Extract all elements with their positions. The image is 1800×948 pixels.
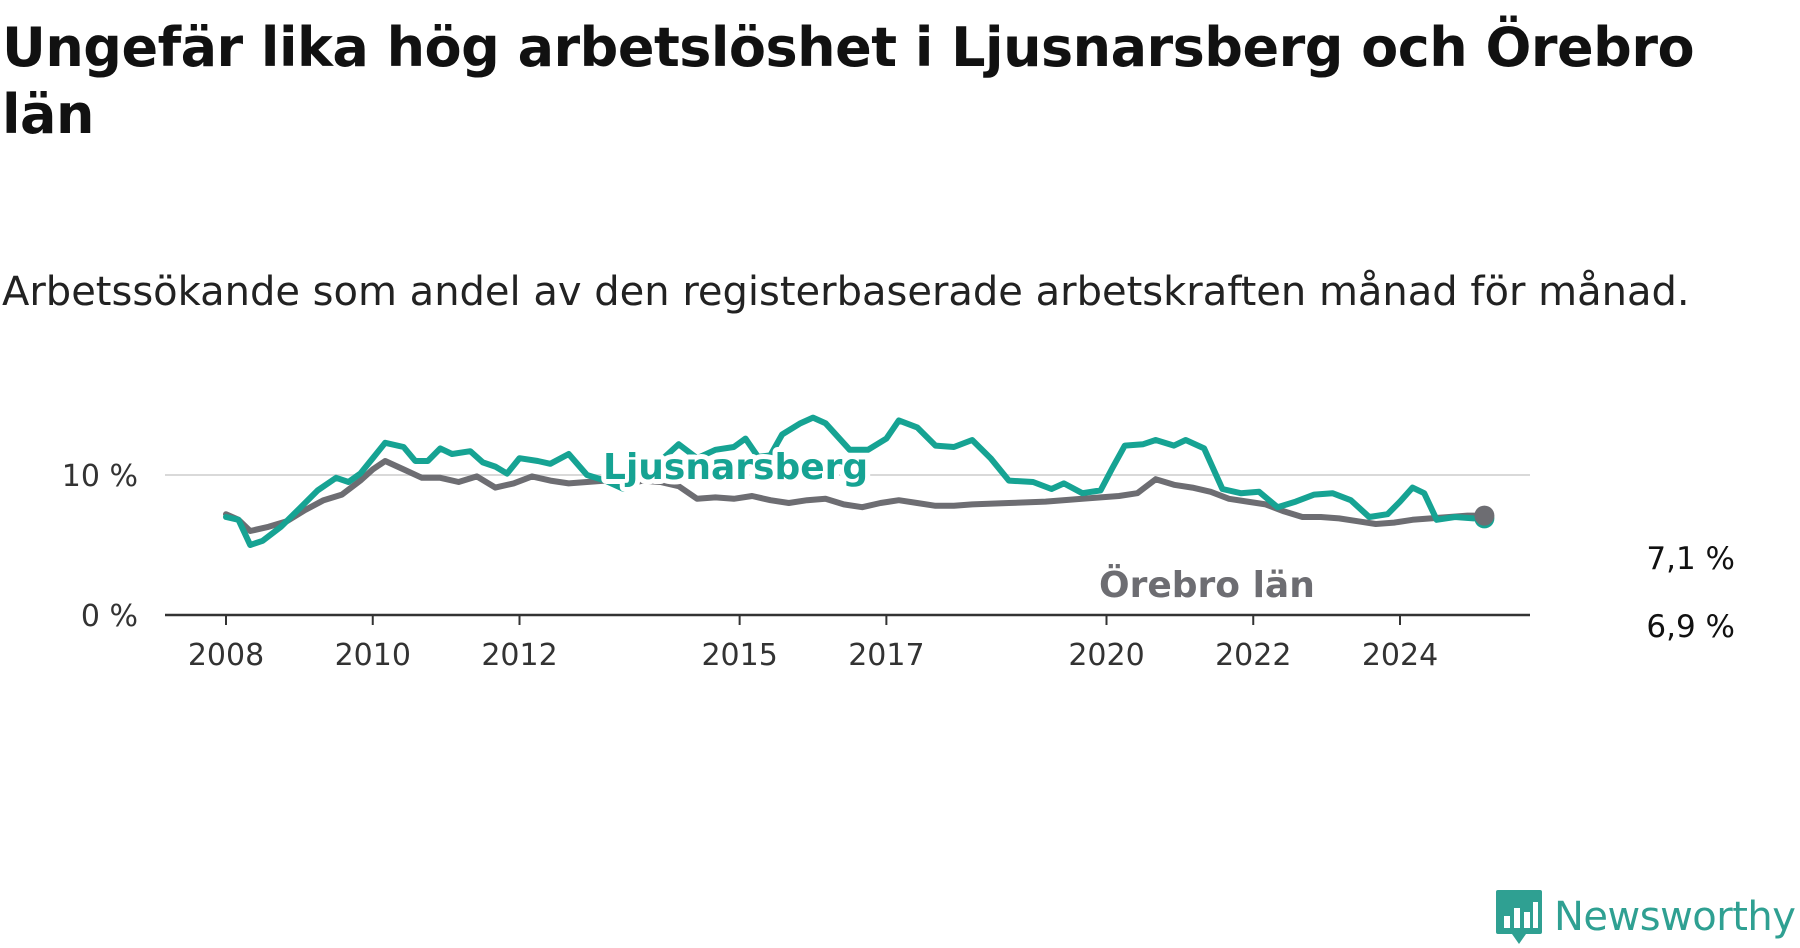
series-label-orebro-lan-halo: Örebro län [1099,564,1315,606]
y-tick-label: 0 % [81,599,138,634]
newsworthy-logo: Newsworthy [1494,888,1796,946]
x-tick-label: 2022 [1215,638,1291,673]
series-label-ljusnarsberg: Ljusnarsberg [603,447,868,488]
brand-name: Newsworthy [1554,894,1796,940]
bar-chart-speech-bubble-icon [1496,890,1542,944]
chart-subtitle: Arbetssökande som andel av den registerb… [2,269,1690,315]
series-layer [223,414,1495,548]
series-line-orebro-lan [223,458,1488,534]
y-tick-label: 10 % [62,459,138,494]
series-label-ljusnarsberg-halo: Ljusnarsberg [603,447,868,488]
x-tick-label: 2010 [335,638,411,673]
x-tick-label: 2020 [1068,638,1144,673]
end-value-ljusnarsberg: 6,9 % [1646,609,1735,645]
x-tick-label: 2024 [1362,638,1438,673]
series-label-orebro-lan: Örebro län [1099,564,1315,606]
x-tick-label: 2012 [481,638,557,673]
end-value-orebro-lan: 7,1 % [1646,541,1735,577]
x-tick-label: 2017 [848,638,924,673]
x-tick-label: 2015 [701,638,777,673]
x-axis: 0 % 10 % 2008 2010 2012 2015 2017 2020 2022 2024 [62,459,1530,673]
x-tick-label: 2008 [188,638,264,673]
end-point-orebro-lan [1474,505,1495,526]
chart-title: Ungefär lika hög arbetslöshet i Ljusnars… [2,16,1695,146]
series-line-ljusnarsberg [223,414,1488,548]
